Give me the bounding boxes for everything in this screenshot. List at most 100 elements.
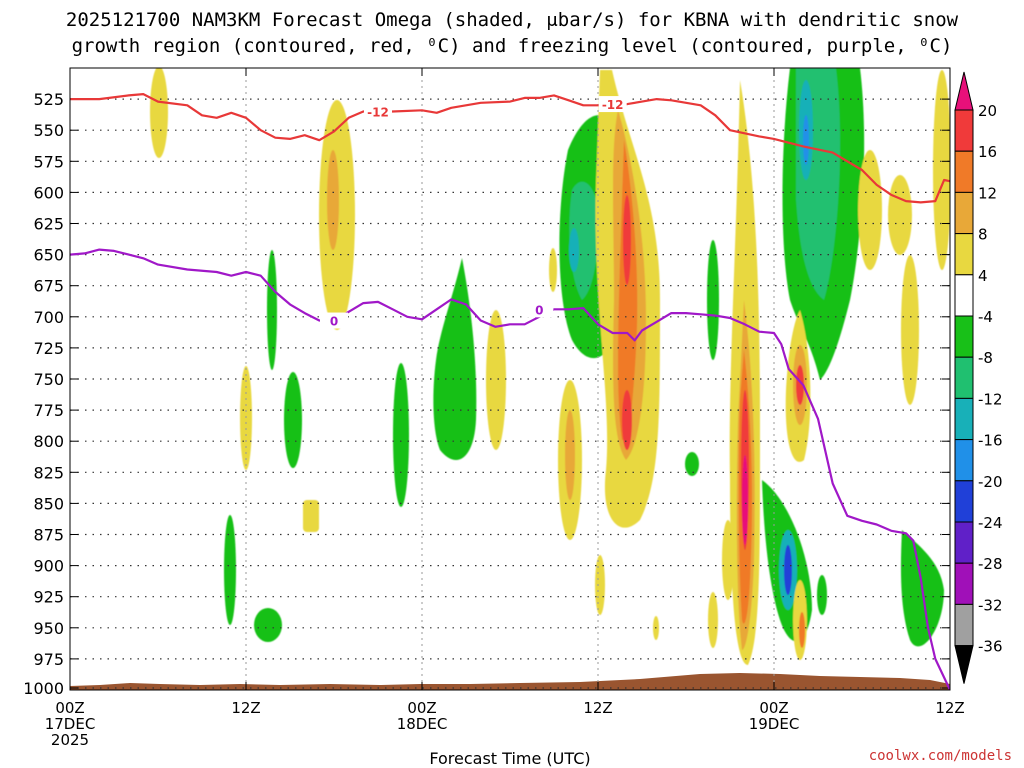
omega-blob — [803, 115, 809, 165]
colorbar-tick-label: -36 — [978, 638, 1003, 656]
omega-blob — [486, 310, 506, 450]
colorbar-swatch — [954, 439, 974, 482]
y-tick-label: 1000 — [23, 679, 64, 698]
y-tick-label: 750 — [33, 370, 64, 389]
contour-label: 0 — [330, 315, 338, 329]
omega-blob — [254, 608, 282, 642]
omega-blob — [817, 575, 827, 615]
contour-label: -12 — [367, 106, 389, 120]
omega-blob — [623, 195, 631, 285]
colorbar-tick-label: -8 — [978, 349, 993, 367]
contour-label-bg — [598, 96, 627, 113]
y-axis: 525 550 575 600 625 650 675 700 725 750 775 800 825 8… — [23, 90, 950, 698]
y-tick-label: 575 — [33, 152, 64, 171]
omega-blob — [303, 500, 319, 532]
contour-label-bg — [364, 103, 392, 120]
x-tick-label: 19DEC — [749, 715, 800, 733]
omega-blob — [901, 255, 919, 405]
y-tick-label: 950 — [33, 619, 64, 638]
colorbar-tick-label: -24 — [978, 514, 1003, 532]
colorbar-swatch — [954, 274, 974, 317]
omega-blob — [150, 68, 168, 158]
omega-blob — [858, 150, 882, 270]
colorbar-tick-label: 12 — [978, 184, 997, 202]
colorbar-swatch — [954, 233, 974, 276]
colorbar-swatch — [954, 645, 974, 684]
omega-blob — [707, 240, 719, 360]
colorbar-tick-label: 8 — [978, 226, 988, 244]
colorbar-swatch — [954, 356, 974, 399]
y-tick-label: 850 — [33, 494, 64, 513]
colorbar-swatch — [954, 71, 974, 111]
contour-lines: -12 -12 0 0 — [70, 92, 950, 690]
x-tick-label: 12Z — [231, 699, 260, 717]
y-tick-label: 675 — [33, 277, 64, 296]
omega-shading — [150, 68, 950, 665]
x-axis-label: Forecast Time (UTC) — [429, 749, 590, 768]
colorbar-tick-label: 20 — [978, 102, 997, 120]
y-tick-label: 900 — [33, 557, 64, 576]
y-tick-label: 525 — [33, 90, 64, 109]
colorbar-swatch — [954, 150, 974, 193]
colorbar: 20 16 12 8 4 -4 -8 -12 -16 -20 -24 -28 -32 -36 — [954, 71, 1003, 684]
omega-blob — [569, 181, 599, 300]
y-tick-label: 925 — [33, 588, 64, 607]
x-tick-label: 17DEC — [45, 715, 96, 733]
colorbar-tick-label: 16 — [978, 143, 997, 161]
x-tick-label: 12Z — [583, 699, 612, 717]
contour-label-bg — [525, 301, 554, 318]
y-tick-label: 625 — [33, 215, 64, 234]
omega-blob — [742, 455, 748, 545]
omega-blob — [565, 410, 575, 500]
y-tick-label: 550 — [33, 121, 64, 140]
colorbar-swatch — [954, 397, 974, 441]
omega-blob — [284, 372, 302, 468]
y-tick-label: 975 — [33, 650, 64, 669]
omega-blob — [784, 545, 792, 595]
omega-blob — [799, 612, 805, 648]
contour-label: 0 — [535, 303, 543, 317]
credit-text: coolwx.com/models — [869, 748, 1012, 764]
x-tick-label: 00Z — [55, 699, 84, 717]
colorbar-tick-label: -12 — [978, 390, 1003, 408]
colorbar-tick-label: -32 — [978, 596, 1003, 614]
gridlines — [70, 68, 950, 690]
colorbar-swatch — [954, 191, 974, 235]
omega-blob — [224, 515, 236, 625]
x-tick-label: 00Z — [759, 699, 788, 717]
omega-blob — [888, 175, 912, 255]
omega-blob — [708, 592, 718, 648]
contour-label-bg — [320, 312, 348, 329]
omega-blob — [549, 248, 557, 292]
omega-blob — [622, 390, 632, 450]
colorbar-swatch — [954, 109, 974, 152]
y-tick-label: 725 — [33, 339, 64, 358]
y-tick-label: 650 — [33, 246, 64, 265]
colorbar-tick-label: -16 — [978, 432, 1003, 450]
contour-line — [70, 248, 950, 690]
colorbar-tick-label: 4 — [978, 267, 988, 285]
colorbar-swatch — [954, 315, 974, 358]
omega-blob — [685, 452, 699, 476]
omega-blob — [569, 228, 579, 272]
colorbar-tick-label: -4 — [978, 308, 993, 326]
colorbar-tick-label: -20 — [978, 473, 1003, 491]
terrain-ground — [70, 673, 950, 690]
omega-blob — [327, 150, 339, 250]
chart-title-line1: 2025121700 NAM3KM Forecast Omega (shaded… — [66, 9, 959, 31]
colorbar-swatch — [954, 480, 974, 523]
x-tick-label: 2025 — [51, 731, 89, 749]
chart-title-line2: growth region (contoured, red, ⁰C) and f… — [72, 35, 953, 57]
omega-blob — [618, 140, 638, 440]
colorbar-swatch — [954, 603, 974, 647]
omega-blob — [267, 250, 277, 370]
y-tick-label: 800 — [33, 432, 64, 451]
colorbar-swatch — [954, 521, 974, 564]
x-tick-label: 18DEC — [397, 715, 448, 733]
y-tick-label: 700 — [33, 308, 64, 327]
colorbar-tick-label: -28 — [978, 555, 1003, 573]
y-tick-label: 600 — [33, 183, 64, 202]
y-tick-label: 775 — [33, 401, 64, 420]
